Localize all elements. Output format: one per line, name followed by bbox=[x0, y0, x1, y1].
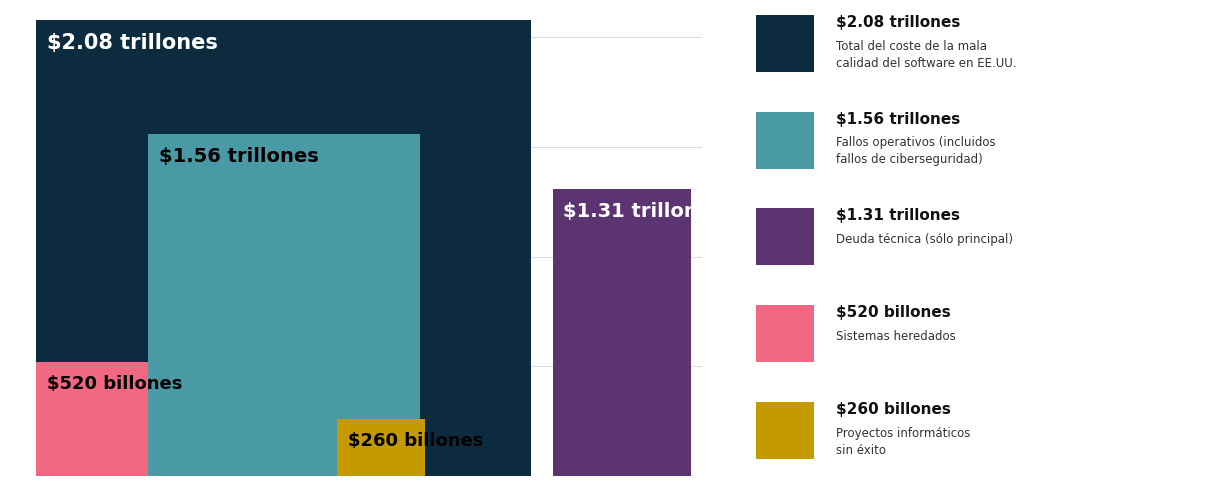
Text: $1.31 trillones: $1.31 trillones bbox=[836, 208, 960, 223]
Text: $2.08 trillones: $2.08 trillones bbox=[836, 15, 961, 30]
Text: Total del coste de la mala
calidad del software en EE.UU.: Total del coste de la mala calidad del s… bbox=[836, 40, 1016, 69]
Text: $520 billones: $520 billones bbox=[836, 305, 951, 320]
Text: Sistemas heredados: Sistemas heredados bbox=[836, 330, 956, 343]
Text: $1.56 trillones: $1.56 trillones bbox=[159, 147, 318, 166]
Bar bbox=[338, 419, 425, 476]
Text: $2.08 trillones: $2.08 trillones bbox=[47, 33, 218, 53]
Text: $260 billones: $260 billones bbox=[836, 402, 951, 417]
Bar bbox=[36, 20, 531, 476]
Text: Proyectos informáticos
sin éxito: Proyectos informáticos sin éxito bbox=[836, 427, 970, 456]
Text: $260 billones: $260 billones bbox=[347, 433, 483, 450]
Text: $1.31 trillones: $1.31 trillones bbox=[564, 202, 724, 221]
Text: Fallos operativos (incluidos
fallos de ciberseguridad): Fallos operativos (incluidos fallos de c… bbox=[836, 136, 996, 166]
Text: $520 billones: $520 billones bbox=[47, 375, 183, 393]
Text: Deuda técnica (sólo principal): Deuda técnica (sólo principal) bbox=[836, 233, 1013, 246]
Bar bbox=[36, 362, 148, 476]
Text: $1.56 trillones: $1.56 trillones bbox=[836, 112, 961, 126]
Bar bbox=[148, 134, 420, 476]
Bar bbox=[553, 189, 691, 476]
